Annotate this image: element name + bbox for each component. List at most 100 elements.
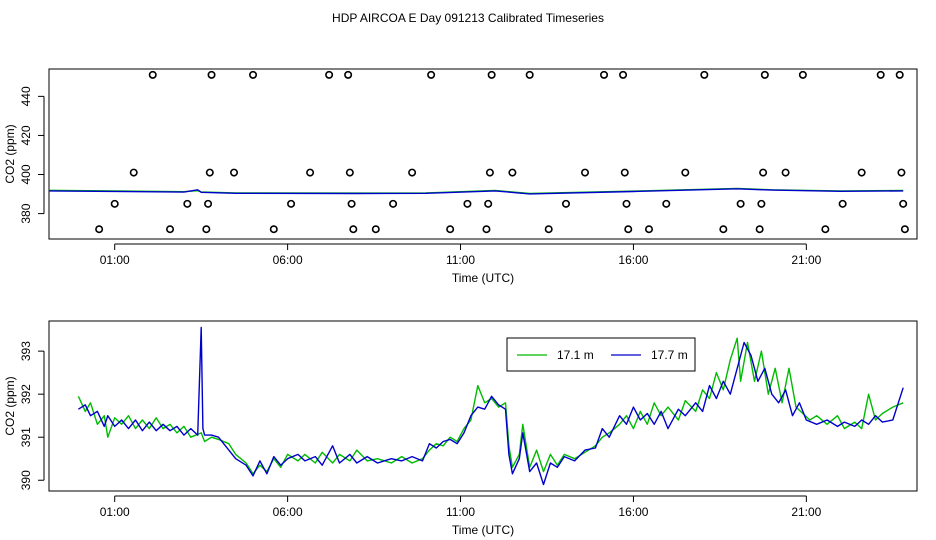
calibration-point [202, 225, 211, 234]
y-tick-label: 420 [19, 125, 33, 145]
calibration-point [895, 70, 904, 79]
calibration-point [821, 225, 830, 234]
y-tick-label: 440 [19, 86, 33, 106]
calibration-point [798, 70, 807, 79]
y-tick-label: 380 [19, 203, 33, 223]
calibration-point [736, 199, 745, 208]
calibration-point [463, 199, 472, 208]
calibration-point [700, 70, 709, 79]
calibration-point [897, 168, 906, 177]
calibration-point [781, 168, 790, 177]
calibration-point [662, 199, 671, 208]
x-axis-label-bottom: Time (UTC) [452, 523, 514, 537]
calibration-point [389, 199, 398, 208]
calibration-point [900, 225, 909, 234]
calibration-point [484, 199, 493, 208]
calibration-point [371, 225, 380, 234]
calibration-point [619, 70, 628, 79]
calibration-point [325, 70, 334, 79]
calibration-point [485, 168, 494, 177]
x-axis-label-top: Time (UTC) [452, 271, 514, 285]
calibration-point [838, 199, 847, 208]
calibration-point [345, 168, 354, 177]
calibration-point [287, 199, 296, 208]
calibration-point [581, 168, 590, 177]
legend: 17.1 m 17.7 m [506, 337, 696, 372]
figure-title: HDP AIRCOA E Day 091213 Calibrated Times… [332, 11, 604, 25]
calibration-point [427, 70, 436, 79]
calibration-point [759, 168, 768, 177]
calibration-point [344, 70, 353, 79]
calibration-point [482, 225, 491, 234]
calibration-point [624, 225, 633, 234]
calibration-point [719, 225, 728, 234]
x-tick-label: 21:00 [791, 505, 821, 519]
calibration-point [620, 168, 629, 177]
calibration-point [347, 199, 356, 208]
x-tick-label: 21:00 [791, 253, 821, 267]
y-tick-label: 390 [19, 470, 33, 490]
calibration-point [757, 199, 766, 208]
calibration-point [857, 168, 866, 177]
x-tick-label: 16:00 [618, 505, 648, 519]
calibration-point [561, 199, 570, 208]
calibration-point [306, 168, 315, 177]
calibration-point [899, 199, 908, 208]
timeseries-panel: 01:00 06:00 11:00 16:00 21:00 390 391 392 393 T… [3, 320, 918, 537]
calibration-point [183, 199, 192, 208]
calibration-point [230, 168, 239, 177]
legend-label-17-7: 17.7 m [651, 348, 688, 362]
calibration-point [129, 168, 138, 177]
calibration-point [408, 168, 417, 177]
calibration-point [204, 199, 213, 208]
x-tick-label: 06:00 [273, 253, 303, 267]
y-tick-label: 393 [19, 341, 33, 361]
plot-frame-bottom [48, 320, 918, 492]
y-axis-top: 380 400 420 440 [19, 86, 45, 224]
calibration-point [760, 70, 769, 79]
series-line-1 [77, 337, 904, 475]
calibration-point [681, 168, 690, 177]
data-marks-top [48, 70, 909, 234]
calibration-point [622, 199, 631, 208]
calibration-point [110, 199, 119, 208]
y-tick-label: 400 [19, 164, 33, 184]
x-axis-bottom: 01:00 06:00 11:00 16:00 21:00 [100, 495, 822, 519]
series-line-2 [48, 188, 904, 195]
x-tick-label: 01:00 [100, 505, 130, 519]
calibration-scatter-panel: 01:00 06:00 11:00 16:00 21:00 380 400 420 440 T… [3, 68, 918, 285]
x-tick-label: 11:00 [446, 253, 475, 267]
calibration-point [644, 225, 653, 234]
legend-label-17-1: 17.1 m [557, 348, 594, 362]
calibration-point [876, 70, 885, 79]
calibration-point [269, 225, 278, 234]
plot-frame-top [48, 68, 918, 240]
series-line-2 [78, 326, 904, 486]
calibration-point [148, 70, 157, 79]
x-axis-top: 01:00 06:00 11:00 16:00 21:00 [100, 243, 822, 267]
y-axis-label-bottom: CO2 (ppm) [3, 376, 17, 435]
calibration-point [508, 168, 517, 177]
calibration-point [487, 70, 496, 79]
calibration-point [166, 225, 175, 234]
calibration-point [446, 225, 455, 234]
x-tick-label: 16:00 [618, 253, 648, 267]
calibration-point [349, 225, 358, 234]
y-axis-label-top: CO2 (ppm) [3, 124, 17, 183]
x-tick-label: 06:00 [273, 505, 303, 519]
calibration-point [755, 225, 764, 234]
x-tick-label: 11:00 [446, 505, 475, 519]
calibration-point [544, 225, 553, 234]
calibration-point [95, 225, 104, 234]
x-tick-label: 01:00 [100, 253, 130, 267]
data-marks-bottom [77, 326, 904, 486]
calibration-point [525, 70, 534, 79]
calibration-point [207, 70, 216, 79]
calibration-point [205, 168, 214, 177]
calibration-point [249, 70, 258, 79]
y-tick-label: 392 [19, 384, 33, 404]
y-axis-bottom: 390 391 392 393 [19, 341, 45, 490]
calibration-point [600, 70, 609, 79]
y-tick-label: 391 [19, 427, 33, 447]
